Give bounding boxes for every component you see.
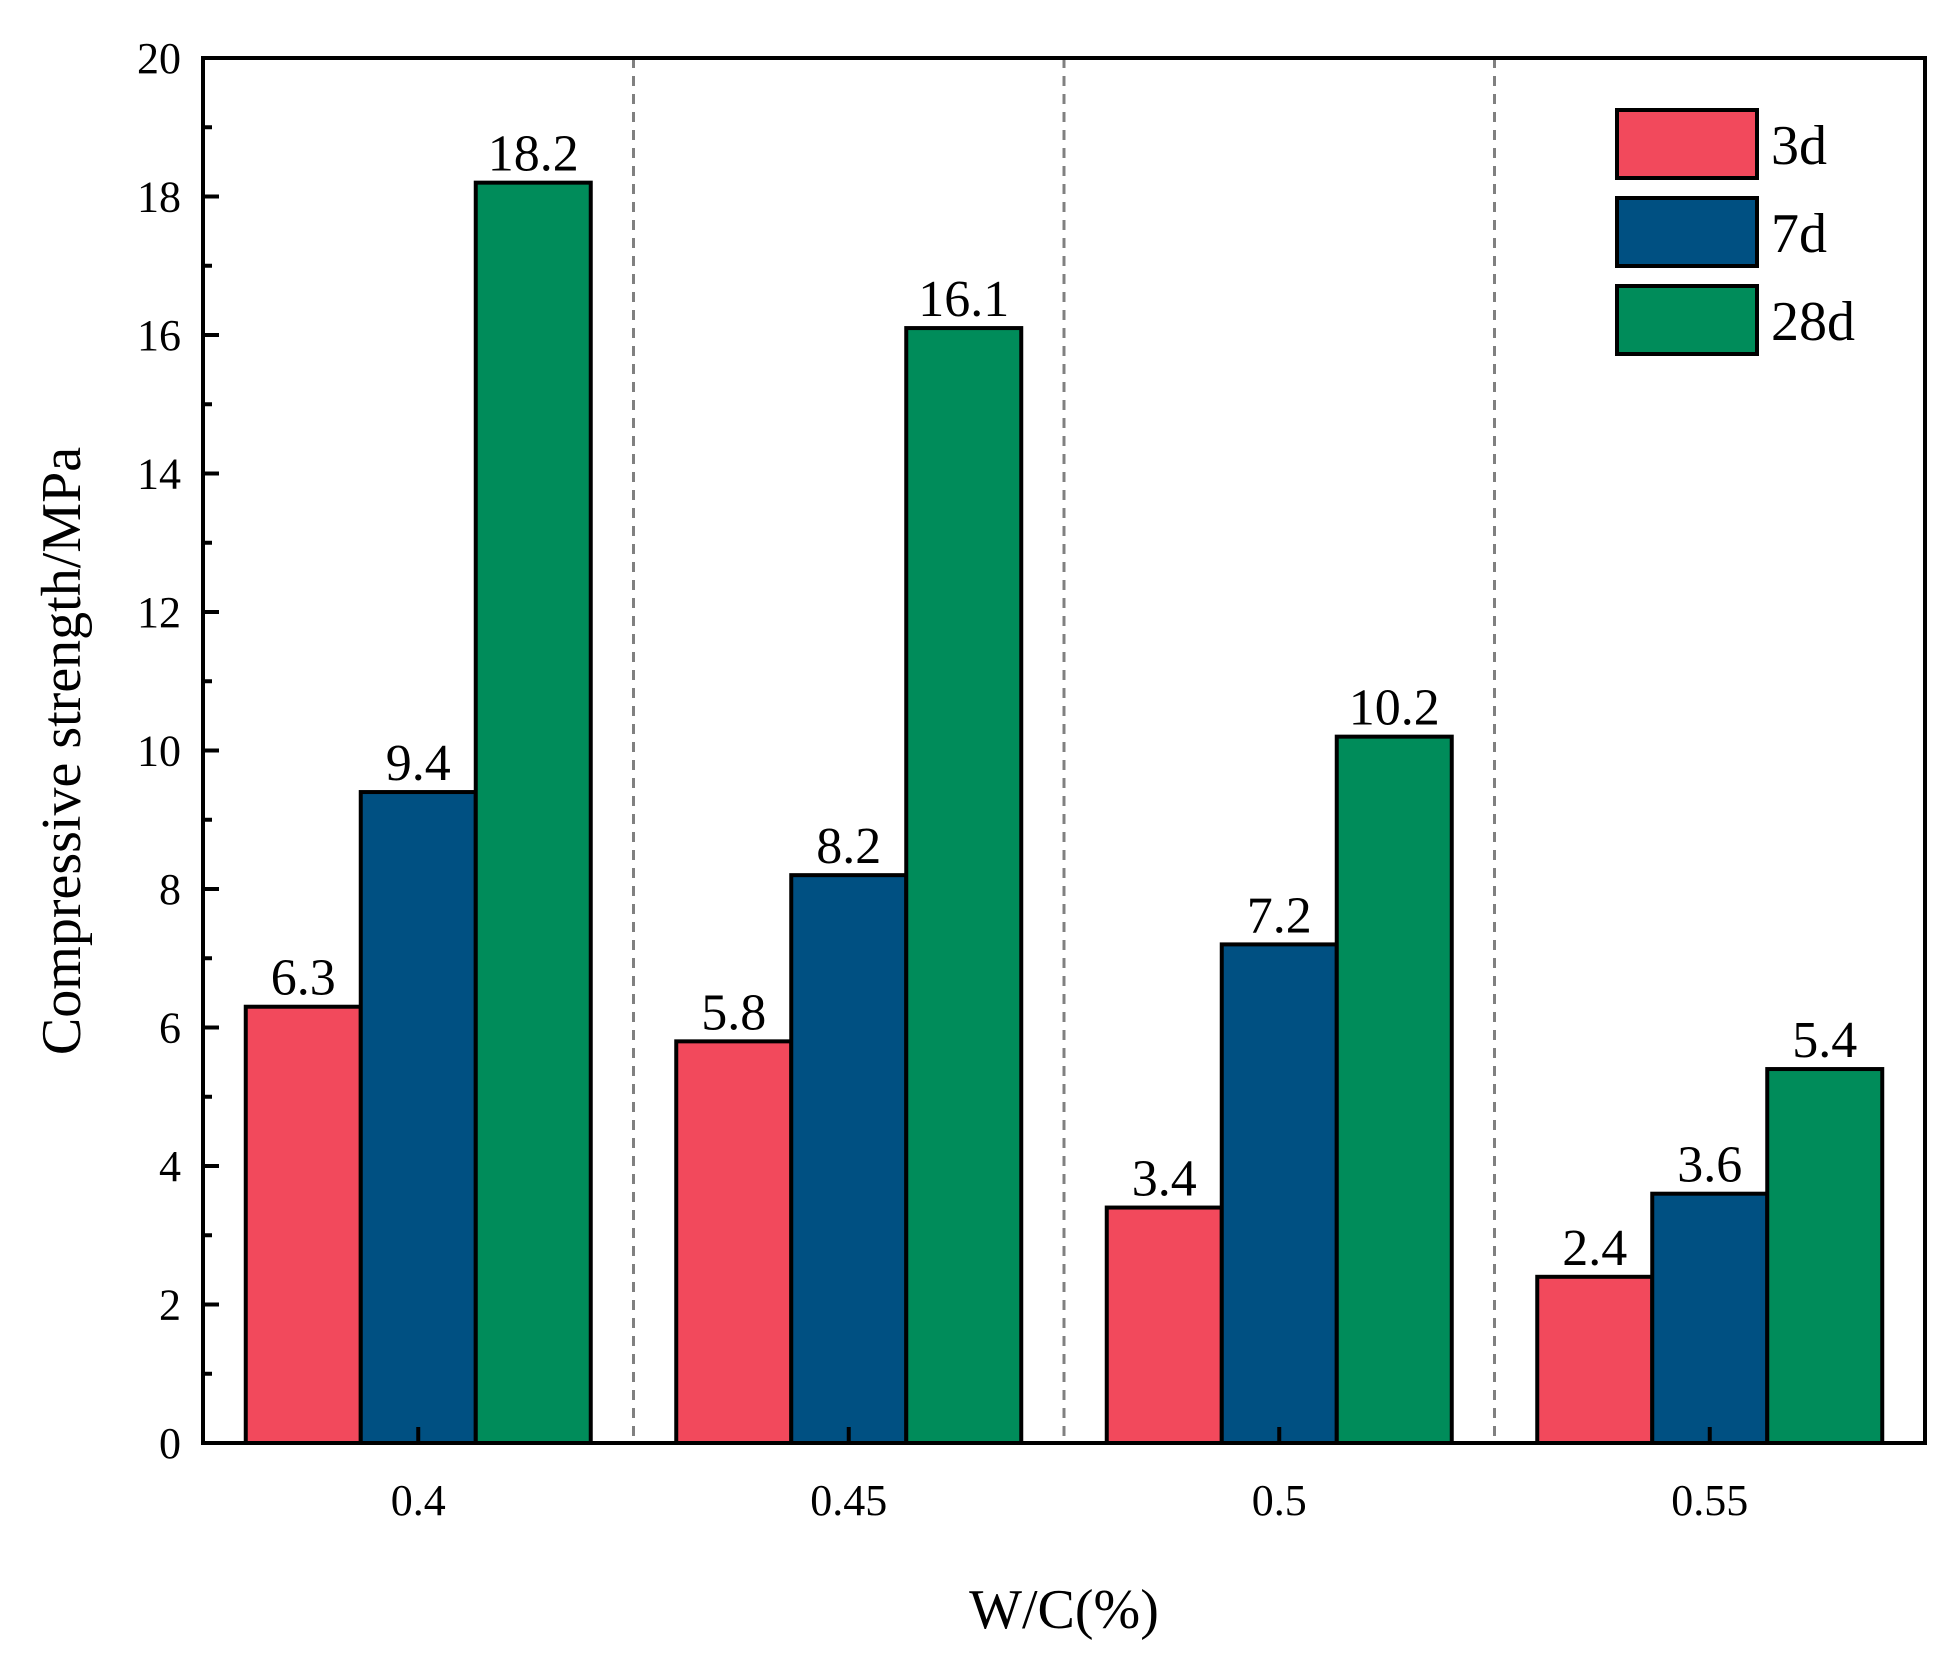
bars bbox=[243, 180, 1885, 1446]
data-label-7d-0.55: 3.6 bbox=[1677, 1137, 1742, 1194]
y-tick-label: 0 bbox=[159, 1419, 181, 1468]
y-axis-title: Compressive strength/MPa bbox=[31, 447, 93, 1055]
y-tick-label: 8 bbox=[159, 865, 181, 914]
bar-7d-0.45 bbox=[789, 873, 909, 1445]
legend-label-28d: 28d bbox=[1771, 291, 1855, 353]
y-tick-label: 16 bbox=[137, 311, 181, 360]
data-label-28d-0.45: 16.1 bbox=[918, 271, 1009, 328]
y-tick-label: 10 bbox=[137, 727, 181, 776]
x-tick-label: 0.55 bbox=[1671, 1476, 1748, 1525]
data-label-3d-0.45: 5.8 bbox=[701, 984, 766, 1041]
legend-label-7d: 7d bbox=[1771, 203, 1827, 265]
x-tick-label: 0.45 bbox=[810, 1476, 887, 1525]
y-tick-label: 20 bbox=[137, 34, 181, 83]
bar-7d-0.4 bbox=[358, 790, 478, 1445]
bar-3d-0.5 bbox=[1104, 1205, 1224, 1446]
legend-swatch-7d bbox=[1615, 196, 1759, 268]
legend: 3d 7d 28d bbox=[1615, 108, 1855, 356]
y-tick-label: 2 bbox=[159, 1281, 181, 1330]
x-axis-title: W/C(%) bbox=[969, 1579, 1159, 1641]
y-tick-label: 4 bbox=[159, 1142, 181, 1191]
y-axis: 0 2 4 6 8 10 12 14 16 18 20 bbox=[137, 34, 219, 1468]
x-axis: 0.4 0.45 0.5 0.55 bbox=[391, 1427, 1748, 1525]
data-label-3d-0.4: 6.3 bbox=[271, 950, 336, 1007]
bar-28d-0.5 bbox=[1334, 734, 1454, 1445]
legend-label-3d: 3d bbox=[1771, 115, 1827, 177]
bar-28d-0.55 bbox=[1765, 1067, 1885, 1446]
data-label-7d-0.5: 7.2 bbox=[1247, 887, 1312, 944]
data-label-3d-0.55: 2.4 bbox=[1562, 1220, 1627, 1277]
x-tick-label: 0.5 bbox=[1252, 1476, 1307, 1525]
data-label-28d-0.4: 18.2 bbox=[488, 126, 579, 183]
data-label-3d-0.5: 3.4 bbox=[1132, 1151, 1197, 1208]
bar-28d-0.45 bbox=[904, 326, 1024, 1446]
data-label-28d-0.5: 10.2 bbox=[1349, 680, 1440, 737]
bar-7d-0.5 bbox=[1219, 942, 1339, 1446]
data-label-7d-0.45: 8.2 bbox=[816, 818, 881, 875]
bar-3d-0.45 bbox=[674, 1039, 794, 1445]
y-tick-label: 12 bbox=[137, 588, 181, 637]
group-separators bbox=[632, 58, 1496, 1443]
bar-28d-0.4 bbox=[473, 180, 593, 1445]
y-tick-label: 18 bbox=[137, 173, 181, 222]
legend-swatch-28d bbox=[1615, 284, 1759, 356]
bar-3d-0.4 bbox=[243, 1004, 363, 1445]
x-tick-label: 0.4 bbox=[391, 1476, 446, 1525]
y-tick-label: 14 bbox=[137, 450, 181, 499]
y-tick-label: 6 bbox=[159, 1004, 181, 1053]
bar-3d-0.55 bbox=[1535, 1274, 1655, 1446]
plot-frame bbox=[201, 56, 1927, 1445]
legend-swatch-3d bbox=[1615, 108, 1759, 180]
data-labels: 6.3 9.4 18.2 5.8 8.2 16.1 3.4 7.2 10.2 2.4 3.6 5.4 bbox=[271, 126, 1858, 1277]
data-label-28d-0.55: 5.4 bbox=[1792, 1012, 1857, 1069]
data-label-7d-0.4: 9.4 bbox=[386, 735, 451, 792]
bar-7d-0.55 bbox=[1650, 1191, 1770, 1445]
